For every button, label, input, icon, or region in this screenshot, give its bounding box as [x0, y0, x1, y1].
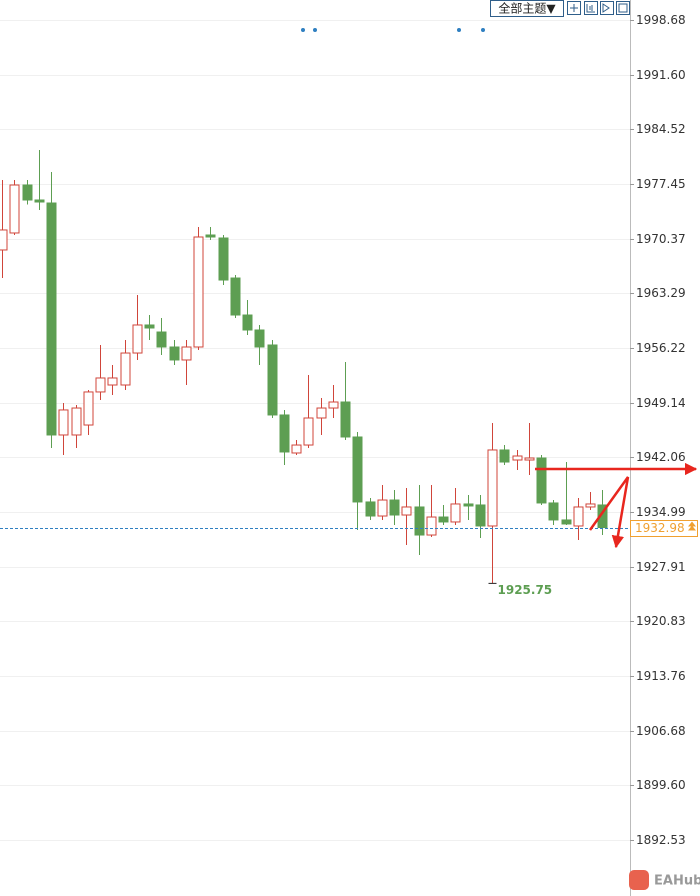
- candle-body: [536, 457, 547, 504]
- candle-body: [22, 184, 33, 201]
- candle-body: [156, 331, 167, 348]
- candle-body: [181, 346, 192, 361]
- theme-menu-label[interactable]: 全部主题▼: [498, 1, 556, 16]
- event-dot[interactable]: [481, 28, 485, 32]
- candle-body: [291, 444, 302, 454]
- candle-body: [71, 407, 82, 436]
- y-tick-label: 1913.76: [636, 669, 686, 683]
- candle-body: [475, 504, 486, 527]
- candle-body: [95, 377, 106, 393]
- watermark-icon: [629, 870, 649, 890]
- candle-body: [316, 407, 327, 419]
- y-tick-label: 1927.91: [636, 560, 686, 574]
- y-tick-label: 1984.52: [636, 122, 686, 136]
- candle-body: [365, 501, 376, 517]
- y-tick-label: 1991.60: [636, 68, 686, 82]
- candle-body: [340, 401, 351, 438]
- candle-body: [193, 236, 204, 348]
- candle-body: [426, 516, 437, 536]
- candle-body: [524, 457, 535, 461]
- candle-body: [169, 346, 180, 361]
- y-tick-label: 1956.22: [636, 341, 686, 355]
- low-label: 1925.75: [498, 583, 553, 597]
- tool-button[interactable]: [616, 1, 630, 15]
- candle-body: [205, 234, 216, 238]
- candle-body: [230, 277, 241, 316]
- candle-body: [463, 503, 474, 507]
- y-tick-label: 1934.99: [636, 505, 686, 519]
- candle-body: [144, 324, 155, 329]
- candle-body: [132, 324, 143, 354]
- candle-body: [267, 344, 278, 416]
- y-tick-label: 1906.68: [636, 724, 686, 738]
- event-dot[interactable]: [301, 28, 305, 32]
- candle-body: [414, 506, 425, 536]
- candle-body: [352, 436, 363, 503]
- candle-body: [487, 449, 498, 527]
- y-tick-label: 1892.53: [636, 833, 686, 847]
- y-tick-label: 1899.60: [636, 778, 686, 792]
- tool-button[interactable]: [584, 1, 598, 15]
- candle-body: [254, 329, 265, 348]
- candle-body: [585, 503, 596, 508]
- watermark: EAHub: [654, 874, 700, 889]
- candle-body: [401, 506, 412, 516]
- tool-icons: [570, 3, 628, 13]
- candle-body: [389, 499, 400, 516]
- candle-body: [218, 237, 229, 281]
- candle-body: [34, 199, 45, 203]
- candle-body: [597, 504, 608, 529]
- candle-body: [58, 409, 69, 436]
- price-label-box: [630, 520, 698, 537]
- candle-body: [242, 314, 253, 331]
- candle-body: [573, 506, 584, 527]
- candle-body: [303, 417, 314, 446]
- candle-body: [9, 184, 20, 234]
- candle-body: [107, 377, 118, 386]
- plot-area: 1998.68 1991.60 1984.52 1977.45 1970.37 1963.…: [0, 13, 686, 847]
- candle-body: [83, 391, 94, 426]
- price-label: 1932.98: [635, 521, 685, 535]
- y-tick-label: 1977.45: [636, 177, 686, 191]
- arrow: [588, 476, 630, 549]
- candle-body: [438, 516, 449, 523]
- y-tick-label: 1998.68: [636, 13, 686, 27]
- event-dot[interactable]: [313, 28, 317, 32]
- y-tick-label: 1949.14: [636, 396, 686, 410]
- candle-body: [450, 503, 461, 523]
- toolbar: 全部主题▼: [490, 0, 630, 17]
- y-tick-label: 1970.37: [636, 232, 686, 246]
- y-tick-label: 1963.29: [636, 286, 686, 300]
- candle-body: [377, 499, 388, 517]
- candle-body: [512, 455, 523, 461]
- candle-body: [548, 502, 559, 521]
- event-dot[interactable]: [457, 28, 461, 32]
- candle-body: [0, 229, 8, 251]
- candle-body: [120, 352, 131, 386]
- candle-body: [561, 519, 572, 525]
- candle-body: [279, 414, 290, 453]
- tool-button[interactable]: [600, 1, 614, 15]
- y-tick-label: 1942.06: [636, 450, 686, 464]
- price-icon: [688, 521, 696, 531]
- candle-body: [46, 202, 57, 436]
- candle-body: [328, 401, 339, 409]
- y-tick-label: 1920.83: [636, 614, 686, 628]
- candle-body: [499, 449, 510, 463]
- theme-menu[interactable]: [490, 0, 564, 17]
